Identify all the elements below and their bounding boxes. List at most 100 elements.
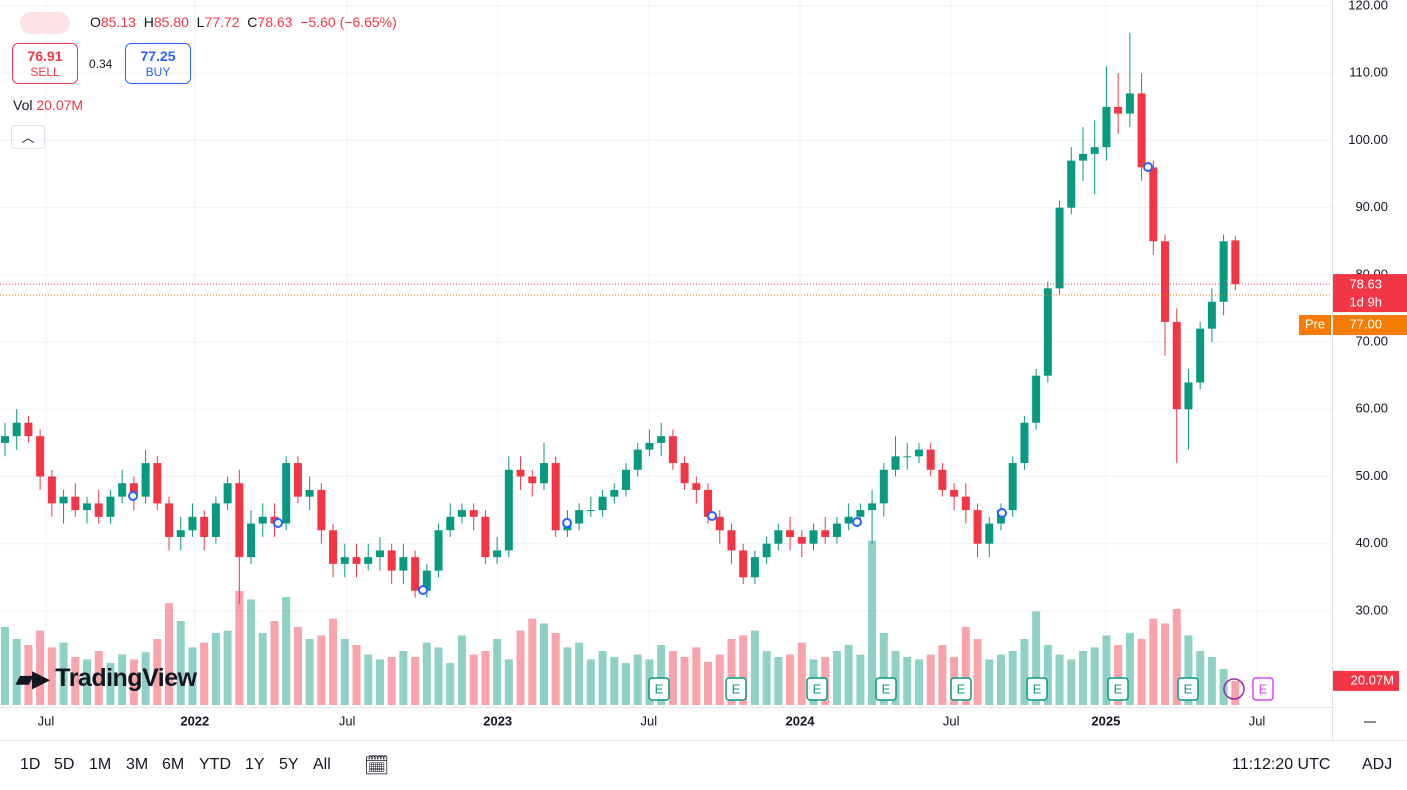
candle-body: [914, 449, 923, 457]
earnings-marker: [1107, 677, 1129, 701]
volume-bar: [1055, 654, 1064, 705]
candle-body: [797, 536, 806, 544]
date-range-icon[interactable]: 🗓: [364, 755, 390, 777]
candle-body: [750, 557, 759, 578]
volume-bar: [270, 621, 279, 705]
range-button[interactable]: All: [313, 756, 331, 773]
sell-button[interactable]: 76.91 SELL: [12, 43, 78, 84]
earnings-marker: [725, 677, 747, 701]
volume-bar: [434, 647, 443, 705]
candle-body: [516, 469, 525, 477]
candle-body: [329, 530, 338, 564]
volume-bar: [1161, 623, 1170, 705]
candle-body: [223, 483, 232, 504]
volume-bar: [985, 659, 994, 705]
volume-bar: [622, 663, 631, 705]
earnings-label: E: [882, 681, 891, 696]
buy-button[interactable]: 77.25 BUY: [125, 43, 191, 84]
adj-button[interactable]: ADJ: [1362, 756, 1393, 773]
volume-bar: [12, 639, 21, 705]
dividend-marker: [562, 518, 572, 528]
ohlc-key: C: [247, 14, 258, 30]
x-tick-label: 2022: [180, 713, 209, 728]
volume-bar: [1184, 635, 1193, 705]
dividend-marker: [273, 518, 283, 528]
logo-text: TradingView: [55, 664, 197, 692]
candle-body: [1114, 106, 1123, 114]
range-button[interactable]: 5Y: [279, 756, 299, 773]
volume-bar: [481, 651, 490, 705]
y-tick-label: 110.00: [1349, 65, 1388, 80]
volume-bar: [399, 651, 408, 705]
earnings-marker: [1026, 677, 1048, 701]
candle-body: [692, 483, 701, 490]
candle-body: [1196, 328, 1205, 383]
candle-body: [1008, 463, 1017, 511]
earnings-label: E: [813, 681, 822, 696]
chart: 120.00110.00100.0090.0080.0070.0060.0050…: [0, 0, 1407, 740]
candle-body: [610, 489, 619, 497]
dividend-marker: [707, 511, 717, 521]
candle-body: [739, 550, 748, 578]
earnings-label: E: [1114, 681, 1123, 696]
candle-body: [844, 516, 853, 524]
range-button[interactable]: 1D: [20, 756, 41, 773]
candle-body: [774, 530, 783, 544]
earnings-marker: [648, 677, 670, 701]
range-button[interactable]: 1M: [89, 756, 112, 773]
candle-body: [891, 456, 900, 470]
volume-bar: [329, 618, 338, 705]
pre-tag: [1299, 315, 1331, 336]
volume-bar: [926, 654, 935, 705]
y-tick-label: 100.00: [1348, 132, 1388, 147]
candle-body: [59, 496, 68, 504]
volume-bar: [1196, 651, 1205, 705]
spread: 0.34: [89, 57, 113, 71]
volume-bar: [504, 659, 513, 705]
candle-body: [235, 483, 244, 558]
candle-body: [94, 503, 103, 517]
volume-bar: [551, 633, 560, 705]
volume-bar: [83, 659, 92, 705]
price-tag: [1333, 274, 1407, 313]
candle-body: [668, 436, 677, 464]
volume-bar: [1125, 633, 1134, 705]
volume-bar: [1079, 651, 1088, 705]
volume-bar: [71, 657, 80, 705]
volume-bar: [211, 633, 220, 705]
volume-bar: [868, 540, 877, 705]
volume-bar: [528, 618, 537, 705]
volume-tag-text: 20.07M: [1351, 672, 1394, 687]
volume-bar: [1231, 680, 1240, 705]
volume-bar: [411, 657, 420, 705]
volume-bar: [364, 654, 373, 705]
range-button[interactable]: 1Y: [245, 756, 265, 773]
buy-label: BUY: [145, 65, 171, 79]
candle-body: [36, 436, 45, 477]
candle-body: [832, 523, 841, 537]
candle-body: [961, 496, 970, 511]
range-button[interactable]: 6M: [162, 756, 185, 773]
x-tick-label: Jul: [38, 713, 55, 728]
volume-bar: [36, 630, 45, 705]
collapse-button[interactable]: ︿: [11, 125, 45, 149]
candle-body: [1125, 93, 1134, 114]
sell-label: SELL: [30, 65, 60, 79]
volume-bar: [247, 599, 256, 705]
volume-bar: [1172, 609, 1181, 705]
session-badge[interactable]: [20, 12, 70, 34]
candle-body: [481, 516, 490, 558]
volume-bar: [141, 652, 150, 705]
candle-body: [1020, 422, 1029, 464]
earnings-label: E: [1259, 681, 1268, 696]
candle-body: [153, 463, 162, 504]
candle-body: [165, 503, 174, 537]
range-button[interactable]: 5D: [54, 756, 75, 773]
candle-body: [24, 422, 33, 437]
range-button[interactable]: 3M: [126, 756, 149, 773]
volume-bar: [727, 639, 736, 705]
range-button[interactable]: YTD: [199, 756, 231, 773]
x-tick-label: 2023: [483, 713, 512, 728]
volume-bar: [575, 642, 584, 705]
candle-body: [387, 550, 396, 571]
